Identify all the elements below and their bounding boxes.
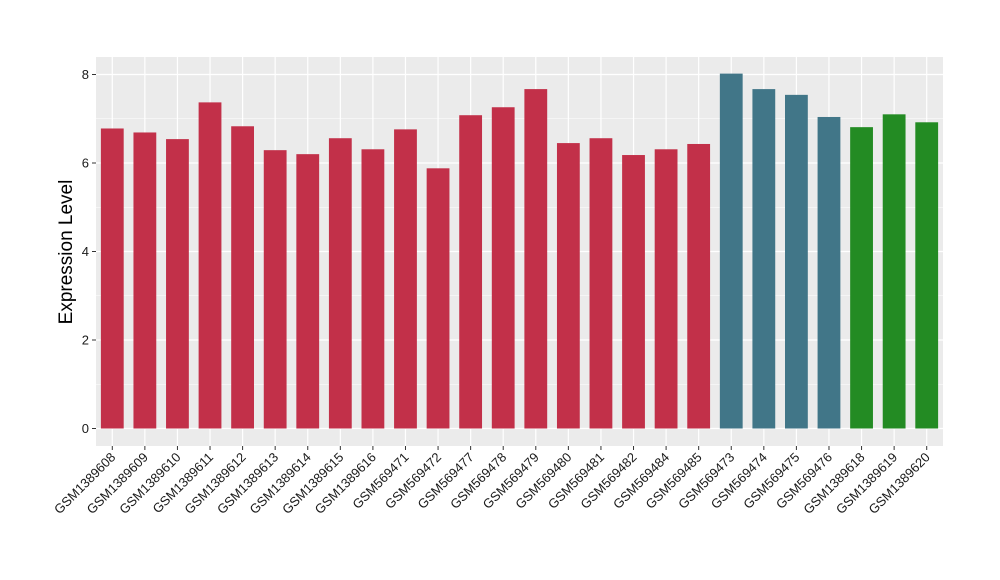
bar xyxy=(622,155,645,429)
y-axis-title: Expression Level xyxy=(56,180,77,325)
bar xyxy=(328,138,352,429)
bar xyxy=(296,154,320,429)
bar xyxy=(100,128,124,429)
bar xyxy=(589,138,613,429)
bar xyxy=(263,150,287,429)
bar xyxy=(719,73,743,429)
bar xyxy=(687,143,711,429)
y-tick-label: 0 xyxy=(82,421,89,436)
bar xyxy=(524,89,548,429)
bar xyxy=(882,114,906,429)
bar xyxy=(198,102,222,429)
bar xyxy=(785,94,808,429)
bar xyxy=(654,149,678,429)
bar xyxy=(556,143,580,429)
bar xyxy=(231,126,254,429)
y-tick-label: 6 xyxy=(82,156,89,171)
y-tick-label: 2 xyxy=(82,333,89,348)
x-axis: GSM1389608GSM1389609GSM1389610GSM1389611… xyxy=(51,446,933,517)
bar xyxy=(394,129,417,429)
bar xyxy=(133,132,157,429)
bar xyxy=(491,107,515,429)
bar xyxy=(915,122,939,429)
bar xyxy=(459,115,483,429)
bar xyxy=(850,127,873,429)
y-tick-label: 4 xyxy=(82,244,89,259)
bar xyxy=(361,149,385,429)
bar xyxy=(817,116,841,429)
bar xyxy=(752,89,776,429)
y-axis: 0 2 4 6 8 xyxy=(82,67,96,436)
bars xyxy=(100,73,939,429)
y-tick-label: 8 xyxy=(82,67,89,82)
bar xyxy=(166,139,189,429)
bar xyxy=(426,168,450,429)
